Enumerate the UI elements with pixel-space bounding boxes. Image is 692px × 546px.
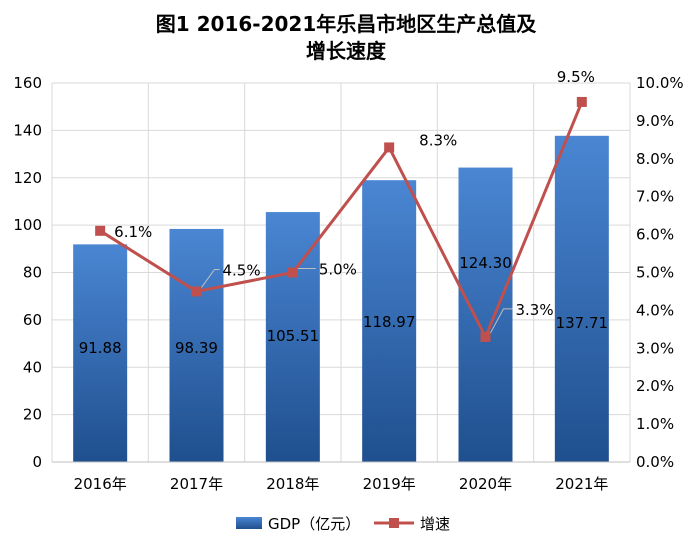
y-right-tick-label: 2.0% — [636, 377, 674, 395]
growth-value-label: 4.5% — [223, 261, 261, 279]
x-tick-label: 2018年 — [266, 475, 319, 493]
growth-marker — [480, 331, 491, 342]
y-right-tick-label: 4.0% — [636, 301, 674, 319]
y-right-tick-label: 8.0% — [636, 150, 674, 168]
growth-value-label: 6.1% — [114, 223, 152, 241]
growth-value-label: 5.0% — [319, 261, 357, 279]
growth-line — [99, 101, 584, 339]
y-right-tick-label: 7.0% — [636, 188, 674, 206]
bar — [73, 244, 128, 462]
y-left-tick-label: 120 — [13, 169, 42, 187]
y-left-tick-label: 160 — [13, 74, 42, 92]
bar-value-label: 118.97 — [363, 313, 416, 331]
bar — [362, 180, 417, 462]
x-tick-label: 2020年 — [459, 475, 512, 493]
y-right-tick-label: 9.0% — [636, 112, 674, 130]
y-right-tick-label: 10.0% — [636, 74, 684, 92]
y-right-tick-label: 6.0% — [636, 226, 674, 244]
bar-value-label: 98.39 — [175, 339, 218, 357]
y-right-tick-label: 5.0% — [636, 264, 674, 282]
bar — [265, 212, 320, 462]
y-left-tick-label: 140 — [13, 121, 42, 139]
x-tick-label: 2019年 — [363, 475, 416, 493]
bar-value-label: 124.30 — [459, 254, 512, 272]
bar — [458, 167, 513, 462]
growth-marker — [95, 225, 106, 236]
label-leader-line — [201, 268, 220, 288]
bar-value-label: 91.88 — [79, 339, 122, 357]
growth-marker — [287, 267, 298, 278]
chart-title-line2: 增长速度 — [306, 39, 386, 63]
y-right-tick-label: 0.0% — [636, 453, 674, 471]
legend-swatch-gdp — [236, 517, 262, 529]
y-right-tick-label: 1.0% — [636, 415, 674, 433]
label-leader-line — [490, 308, 513, 334]
growth-value-label: 8.3% — [419, 131, 457, 149]
growth-marker — [191, 286, 202, 297]
bar — [554, 135, 609, 462]
growth-marker — [384, 142, 395, 153]
y-left-tick-label: 80 — [23, 264, 42, 282]
legend-marker-growth — [389, 518, 399, 528]
growth-value-label: 3.3% — [516, 301, 554, 319]
growth-value-label: 9.5% — [557, 68, 595, 86]
chart-title-line1: 图1 2016-2021年乐昌市地区生产总值及 — [155, 12, 537, 36]
y-left-tick-label: 60 — [23, 311, 42, 329]
y-left-tick-label: 40 — [23, 358, 42, 376]
y-left-tick-label: 0 — [32, 453, 42, 471]
x-tick-label: 2016年 — [74, 475, 127, 493]
x-tick-label: 2017年 — [170, 475, 223, 493]
growth-marker — [576, 96, 587, 107]
y-left-tick-label: 20 — [23, 406, 42, 424]
bar-value-label: 105.51 — [267, 327, 320, 345]
y-left-tick-label: 100 — [13, 216, 42, 234]
legend-label-growth: 增速 — [420, 515, 450, 533]
x-tick-label: 2021年 — [555, 475, 608, 493]
legend-label-gdp: GDP（亿元） — [268, 515, 360, 533]
y-right-tick-label: 3.0% — [636, 339, 674, 357]
bar — [169, 228, 224, 462]
bar-value-label: 137.71 — [556, 314, 609, 332]
